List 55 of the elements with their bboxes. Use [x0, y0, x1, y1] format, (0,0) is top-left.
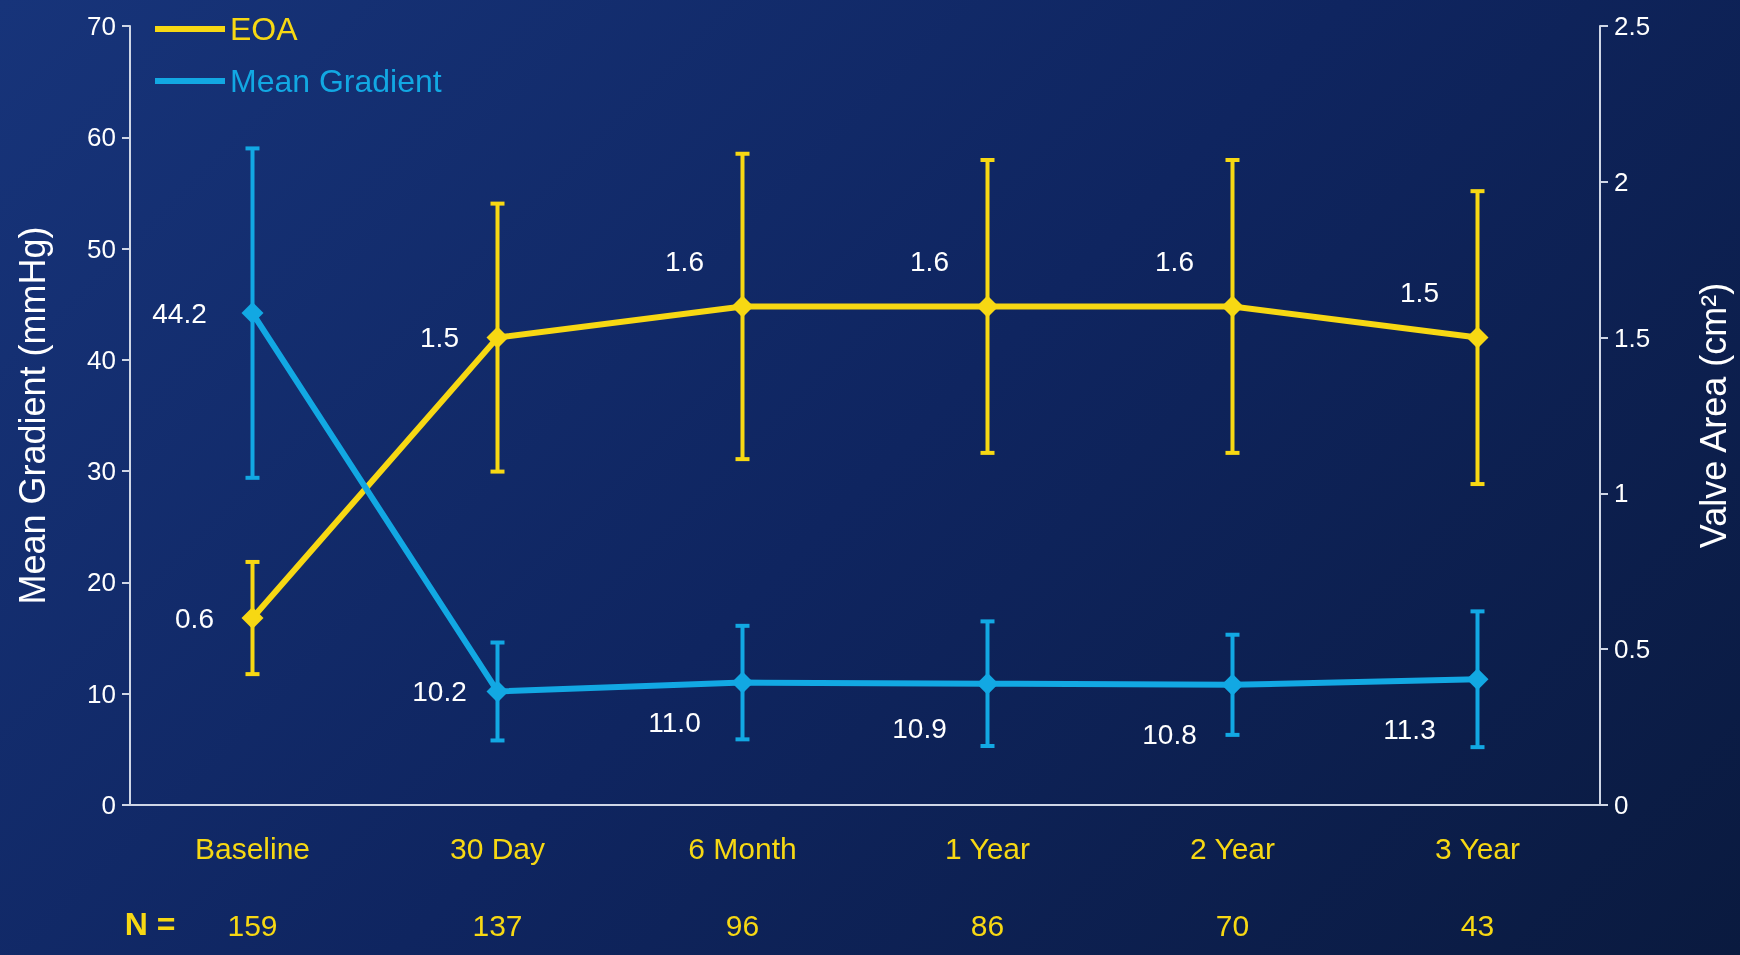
- x-tick-label: 1 Year: [944, 831, 1031, 865]
- y-tick-label: 40: [87, 344, 116, 375]
- point: [486, 326, 509, 349]
- y2-tick-label: 0.5: [1614, 634, 1651, 665]
- y-axis-title: Mean Gradient (mmHg): [11, 226, 53, 605]
- y-tick-label: 20: [87, 567, 116, 598]
- point: [1221, 673, 1244, 696]
- data-label: 11.3: [1383, 713, 1436, 745]
- data-label: 1.6: [665, 245, 704, 277]
- point: [241, 302, 264, 325]
- point: [1466, 326, 1489, 349]
- legend-label: Mean Gradient: [230, 63, 442, 99]
- y2-tick-label: 2.5: [1614, 11, 1651, 41]
- x-tick-label: 6 Month: [688, 831, 797, 865]
- data-label: 10.8: [1142, 719, 1197, 751]
- x-tick-label: 3 Year: [1434, 831, 1521, 865]
- data-label: 11.0: [648, 707, 701, 739]
- data-label: 1.5: [420, 322, 459, 354]
- y-tick-label: 0: [101, 790, 116, 820]
- point: [976, 295, 999, 318]
- y-tick-label: 70: [87, 11, 116, 41]
- text: 86: [970, 908, 1005, 942]
- data-label: 1.5: [1400, 277, 1439, 309]
- y2-tick-label: 2: [1614, 166, 1629, 197]
- y-tick-label: 60: [87, 122, 116, 153]
- y-tick-label: 30: [87, 456, 116, 487]
- y-tick-label: 50: [87, 233, 116, 264]
- point: [731, 295, 754, 318]
- text: 159: [227, 908, 278, 942]
- data-label: 10.9: [892, 713, 947, 745]
- point: [976, 672, 999, 695]
- legend-label: EOA: [230, 11, 299, 47]
- point: [241, 607, 264, 630]
- y2-axis-title: Valve Area (cm²): [1692, 282, 1734, 549]
- y2-tick-label: 1.5: [1614, 322, 1651, 353]
- data-label: 1.6: [910, 245, 949, 277]
- x-tick-label: 30 Day: [449, 831, 546, 865]
- text: 137: [472, 908, 523, 942]
- data-label: 1.6: [1155, 245, 1194, 277]
- text: 43: [1460, 908, 1495, 942]
- y-tick-label: 10: [87, 678, 116, 709]
- y2-tick-label: 1: [1614, 478, 1629, 509]
- point: [1221, 295, 1244, 318]
- y2-tick-label: 0: [1614, 790, 1629, 820]
- point: [1466, 668, 1489, 691]
- x-tick-label: Baseline: [194, 831, 311, 865]
- text: 96: [725, 908, 760, 942]
- text: 70: [1215, 908, 1250, 942]
- text: N =: [124, 906, 176, 942]
- data-label: 44.2: [152, 297, 207, 329]
- point: [486, 680, 509, 703]
- data-label: 10.2: [412, 675, 467, 707]
- x-tick-label: 2 Year: [1189, 831, 1276, 865]
- data-label: 0.6: [175, 602, 214, 634]
- point: [731, 671, 754, 694]
